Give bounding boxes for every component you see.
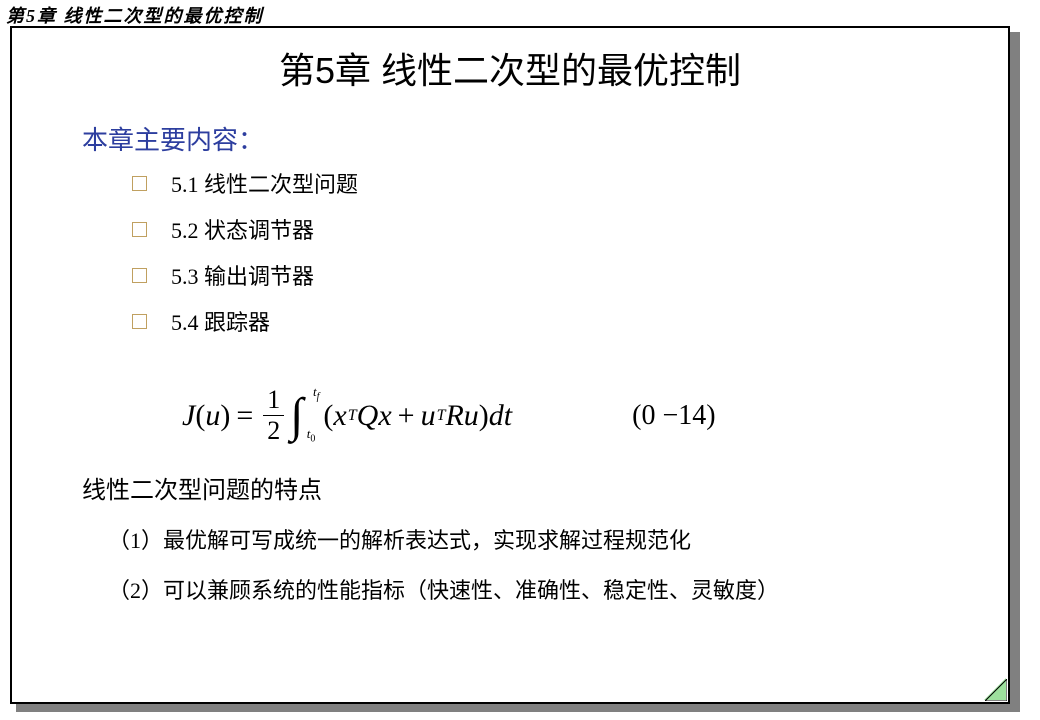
slide: 第5章 线性二次型的最优控制 本章主要内容： 5.1 线性二次型问题 5.2 状… xyxy=(10,26,1010,704)
square-bullet-icon xyxy=(132,176,147,191)
subheading: 线性二次型问题的特点 xyxy=(82,470,1008,505)
point-item: （2）可以兼顾系统的性能指标（快速性、准确性、稳定性、灵敏度） xyxy=(108,573,1008,605)
eq-int-upper: tf xyxy=(313,384,319,403)
toc-label: 5.3 输出调节器 xyxy=(171,259,314,291)
eq-int-lower: t0 xyxy=(307,426,316,445)
eq-frac-num: 1 xyxy=(263,387,284,416)
toc-item: 5.4 跟踪器 xyxy=(132,305,1008,337)
eq-paren: ) xyxy=(220,399,230,433)
eq-x2: x xyxy=(378,399,391,433)
square-bullet-icon xyxy=(132,268,147,283)
eq-paren: ( xyxy=(323,399,333,433)
eq-sup-T: T xyxy=(348,407,357,425)
square-bullet-icon xyxy=(132,222,147,237)
eq-plus: + xyxy=(398,399,415,433)
eq-u3: u xyxy=(464,399,479,433)
eq-u2: u xyxy=(421,399,436,433)
slide-title: 第5章 线性二次型的最优控制 xyxy=(12,42,1008,94)
page-corner-icon xyxy=(984,678,1006,700)
integral-icon: ∫ xyxy=(290,389,303,442)
toc-label: 5.4 跟踪器 xyxy=(171,305,270,337)
toc-label: 5.1 线性二次型问题 xyxy=(171,167,358,199)
toc-label: 5.2 状态调节器 xyxy=(171,213,314,245)
square-bullet-icon xyxy=(132,314,147,329)
section-heading: 本章主要内容： xyxy=(82,120,1008,157)
eq-paren: ( xyxy=(195,399,205,433)
page-header: 第5章 线性二次型的最优控制 xyxy=(6,2,264,28)
eq-equals: = xyxy=(236,399,253,433)
eq-paren: ) xyxy=(479,399,489,433)
eq-u: u xyxy=(205,399,220,433)
eq-R: R xyxy=(445,399,463,433)
eq-frac-den: 2 xyxy=(263,416,284,444)
eq-fraction: 1 2 xyxy=(263,387,284,444)
eq-integral: ∫ tf t0 xyxy=(288,388,305,443)
point-item: （1）最优解可写成统一的解析表达式，实现求解过程规范化 xyxy=(108,523,1008,555)
equation: J ( u ) = 1 2 ∫ tf t0 ( xT Q x + uT R u … xyxy=(182,387,1008,444)
toc-list: 5.1 线性二次型问题 5.2 状态调节器 5.3 输出调节器 5.4 跟踪器 xyxy=(132,167,1008,337)
toc-item: 5.2 状态调节器 xyxy=(132,213,1008,245)
eq-dt: dt xyxy=(489,399,512,433)
eq-x: x xyxy=(333,399,346,433)
eq-J: J xyxy=(182,399,195,433)
toc-item: 5.3 输出调节器 xyxy=(132,259,1008,291)
eq-Q: Q xyxy=(357,399,379,433)
eq-number: (0 −14) xyxy=(632,400,715,432)
toc-item: 5.1 线性二次型问题 xyxy=(132,167,1008,199)
